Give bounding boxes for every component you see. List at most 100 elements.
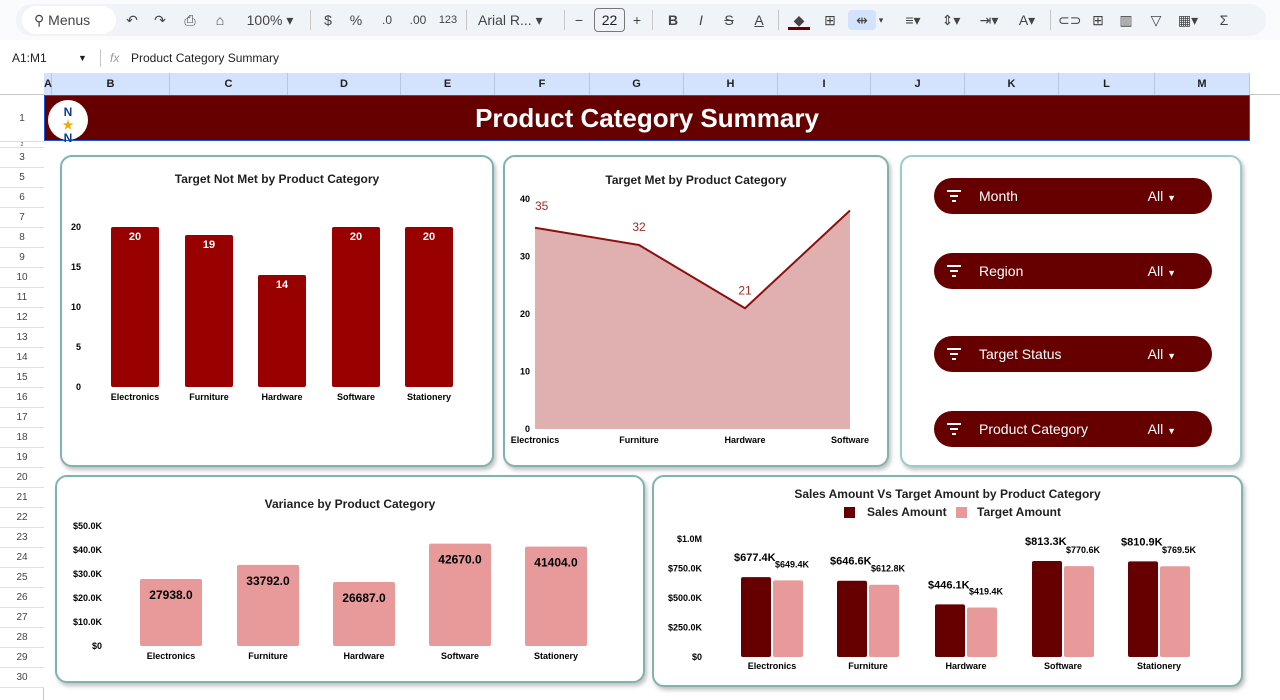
row-header[interactable]: 15 (0, 368, 44, 388)
merge-cells-icon[interactable]: ⇹ (848, 10, 876, 30)
chart-icon[interactable]: ▥ (1119, 12, 1133, 28)
bar (140, 578, 202, 646)
sum-icon[interactable]: Σ (1219, 12, 1229, 28)
bold-icon[interactable]: B (667, 12, 679, 28)
row-header[interactable]: 13 (0, 328, 44, 348)
column-header[interactable]: C (170, 73, 288, 95)
column-header[interactable]: K (965, 73, 1059, 95)
row-header[interactable]: 2 (0, 142, 44, 148)
align-icon[interactable]: ≡▾ (905, 12, 921, 28)
paint-format-icon[interactable]: ⌂ (215, 12, 225, 28)
filter-icon[interactable]: ▽ (1150, 12, 1162, 28)
zoom-select[interactable]: 100% ▾ (246, 12, 294, 28)
number-format-button[interactable]: 123 (438, 14, 458, 26)
link-icon[interactable]: ⊂⊃ (1058, 12, 1082, 28)
row-header[interactable]: 1 (0, 95, 44, 142)
font-size-decrease[interactable]: − (574, 12, 584, 28)
functions-table-icon[interactable]: ▦▾ (1177, 12, 1199, 28)
row-header[interactable]: 27 (0, 608, 44, 628)
area-fill (535, 210, 850, 429)
row-header[interactable]: 11 (0, 288, 44, 308)
column-header[interactable]: H (684, 73, 778, 95)
font-size-increase[interactable]: + (632, 12, 642, 28)
borders-icon[interactable]: ⊞ (824, 12, 836, 28)
merge-dropdown[interactable]: ▾ (878, 15, 884, 25)
filter-product-category[interactable]: Product Category All ▼ (934, 411, 1212, 447)
text-color-icon[interactable]: A (754, 12, 764, 28)
column-header[interactable]: B (52, 73, 170, 95)
text-wrap-icon[interactable]: ⇥▾ (979, 12, 999, 28)
row-header[interactable]: 25 (0, 568, 44, 588)
print-icon[interactable]: ⎙ (184, 12, 196, 28)
column-header[interactable]: D (288, 73, 401, 95)
row-header[interactable]: 14 (0, 348, 44, 368)
row-header[interactable]: 7 (0, 208, 44, 228)
fill-color-icon[interactable]: ◆ (788, 10, 810, 30)
sales-bar (1032, 561, 1062, 657)
row-header[interactable]: 29 (0, 648, 44, 668)
row-header[interactable]: 16 (0, 388, 44, 408)
row-header[interactable]: 22 (0, 508, 44, 528)
row-header[interactable]: 17 (0, 408, 44, 428)
row-header[interactable]: 19 (0, 448, 44, 468)
increase-decimal-button[interactable]: .00 (409, 13, 427, 27)
data-label: $612.8K (871, 564, 906, 574)
redo-icon[interactable]: ↷ (154, 12, 166, 28)
filter-target-status[interactable]: Target Status All ▼ (934, 336, 1212, 372)
filter-label: Month (979, 188, 1018, 204)
fx-icon: fx (110, 51, 120, 65)
row-header[interactable]: 6 (0, 188, 44, 208)
name-box-dropdown[interactable]: ▼ (78, 53, 87, 63)
filter-value: All ▼ (1147, 346, 1176, 362)
comment-icon[interactable]: ⊞ (1092, 12, 1104, 28)
vertical-align-icon[interactable]: ⇕▾ (941, 12, 961, 28)
row-header[interactable]: 10 (0, 268, 44, 288)
row-header[interactable]: 26 (0, 588, 44, 608)
font-select[interactable]: Arial R... ▾ (478, 12, 543, 28)
column-header[interactable]: M (1155, 73, 1250, 95)
font-size-input[interactable]: 22 (594, 8, 625, 32)
x-tick-label: Software (337, 392, 375, 402)
row-header[interactable]: 8 (0, 228, 44, 248)
row-header[interactable]: 30 (0, 668, 44, 688)
column-header[interactable]: J (871, 73, 965, 95)
column-header[interactable]: L (1059, 73, 1155, 95)
row-header[interactable]: 24 (0, 548, 44, 568)
filter-month[interactable]: Month All ▼ (934, 178, 1212, 214)
x-tick-label: Electronics (748, 661, 797, 671)
row-header[interactable]: 3 (0, 148, 44, 168)
x-tick-label: Hardware (343, 651, 384, 661)
undo-icon[interactable]: ↶ (126, 12, 138, 28)
column-header[interactable]: A (44, 73, 52, 95)
decrease-decimal-button[interactable]: .0 (381, 13, 392, 27)
percent-button[interactable]: % (349, 12, 363, 28)
name-box[interactable]: A1:M1 (12, 51, 47, 65)
y-tick-label: $10.0K (73, 617, 103, 627)
row-header[interactable]: 21 (0, 488, 44, 508)
filter-value: All ▼ (1147, 421, 1176, 437)
row-header[interactable]: 9 (0, 248, 44, 268)
currency-button[interactable]: $ (324, 12, 332, 28)
bar (525, 546, 587, 646)
column-header[interactable]: F (495, 73, 590, 95)
filter-region[interactable]: Region All ▼ (934, 253, 1212, 289)
text-rotation-icon[interactable]: A▾ (1018, 12, 1036, 28)
row-header[interactable]: 28 (0, 628, 44, 648)
row-header[interactable]: 12 (0, 308, 44, 328)
formula-input[interactable]: Product Category Summary (131, 51, 280, 65)
column-header[interactable]: G (590, 73, 684, 95)
row-header[interactable]: 5 (0, 168, 44, 188)
chart-title: Sales Amount Vs Target Amount by Product… (794, 487, 1101, 501)
row-header[interactable]: 20 (0, 468, 44, 488)
row-header[interactable]: 23 (0, 528, 44, 548)
variance-chart: $0 $10.0K $20.0K $30.0K $40.0K $50.0K 27938.0 E… (73, 521, 587, 661)
menus-search[interactable]: ⚲ Menus (22, 6, 116, 34)
data-label: $770.6K (1066, 545, 1101, 555)
italic-icon[interactable]: I (699, 12, 703, 28)
sales-vs-target-card: Sales Amount Vs Target Amount by Product… (652, 475, 1243, 687)
column-header[interactable]: I (778, 73, 871, 95)
column-header[interactable]: E (401, 73, 495, 95)
data-label: 14 (276, 279, 289, 291)
row-header[interactable]: 18 (0, 428, 44, 448)
strikethrough-icon[interactable]: S (724, 12, 734, 28)
